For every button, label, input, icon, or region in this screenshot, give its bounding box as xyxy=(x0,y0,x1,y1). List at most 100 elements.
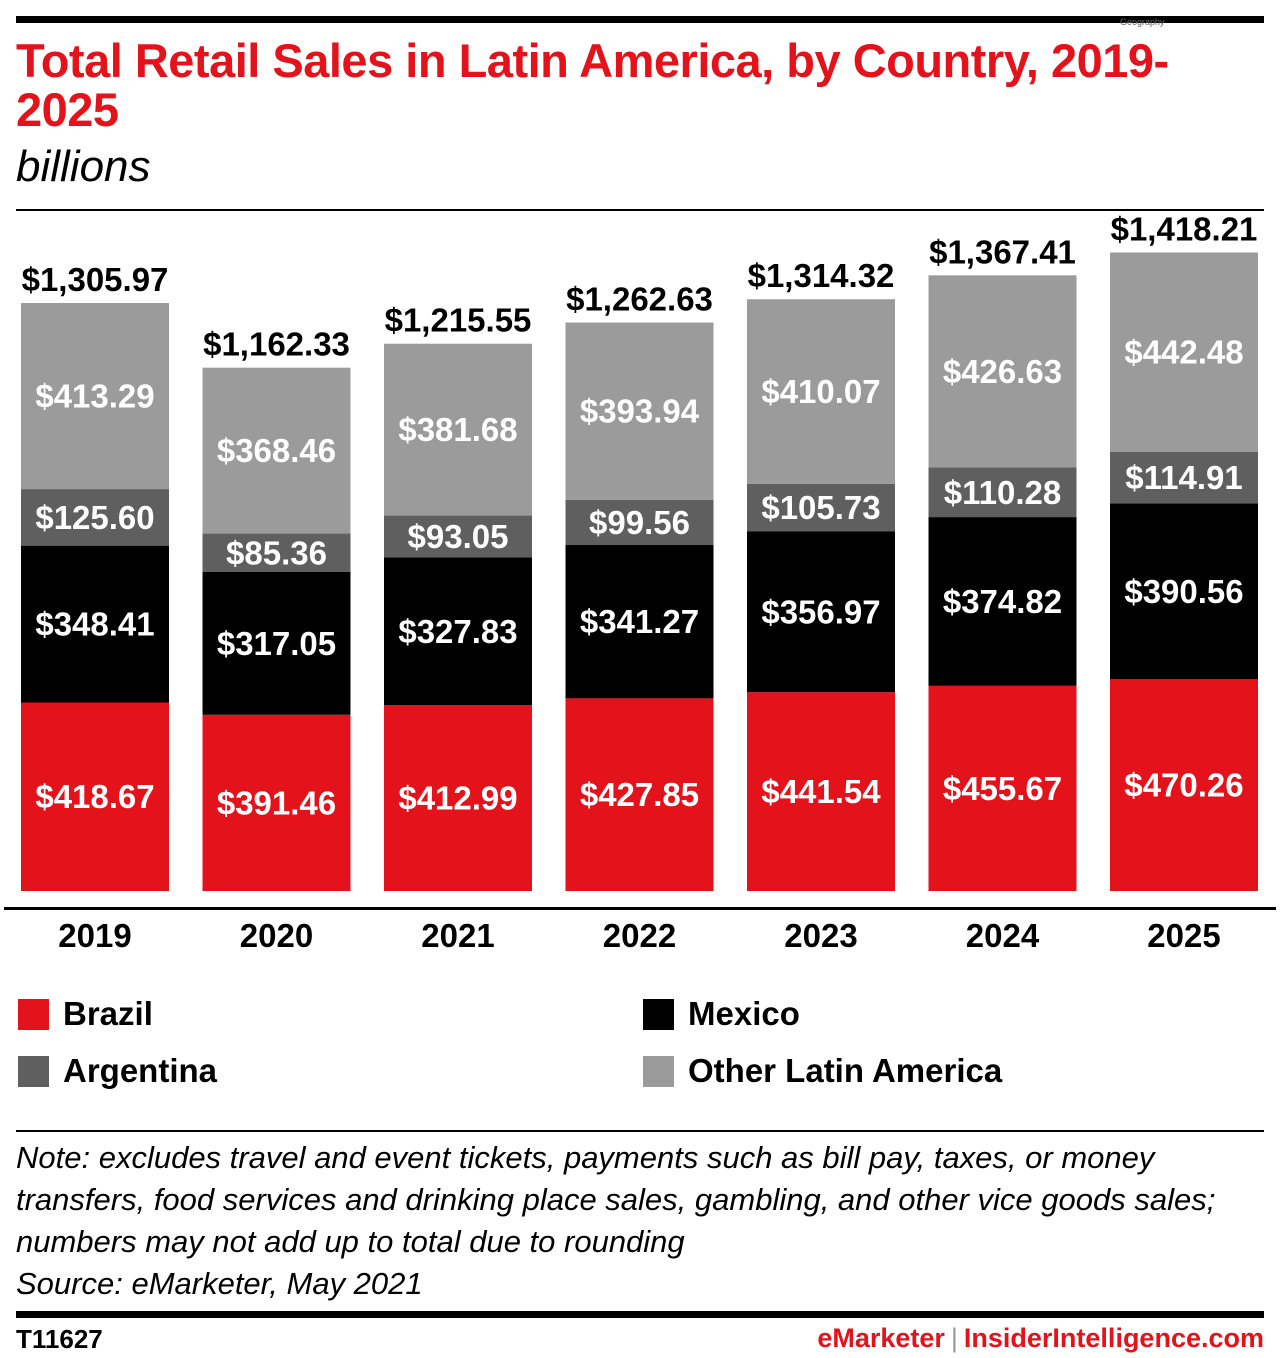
bar-argentina-2020 xyxy=(202,533,351,573)
x-tick-label-2020: 2020 xyxy=(240,917,313,954)
legend-item-argentina: Argentina xyxy=(18,1049,217,1093)
value-label-brazil-2020: $391.46 xyxy=(217,784,336,821)
x-tick-label-2019: 2019 xyxy=(58,917,131,954)
total-label-2021: $1,215.55 xyxy=(385,302,532,339)
x-tick-label-2025: 2025 xyxy=(1147,917,1220,954)
value-label-other-latin-america-2023: $410.07 xyxy=(761,373,880,410)
total-label-2024: $1,367.41 xyxy=(929,233,1076,270)
total-label-2025: $1,418.21 xyxy=(1111,210,1258,247)
legend-label-other-latin-america: Other Latin America xyxy=(688,1052,1003,1089)
bar-brazil-2020 xyxy=(202,714,351,891)
bar-group-2023: $441.54 $356.97 $105.73 $410.07 $1,314.32 202… xyxy=(747,257,895,954)
value-label-brazil-2019: $418.67 xyxy=(35,778,154,815)
bar-brazil-2022 xyxy=(565,698,714,891)
bar-group-2025: $470.26 $390.56 $114.91 $442.48 $1,418.21 202… xyxy=(1110,210,1258,954)
bar-other-latin-america-2019 xyxy=(21,303,169,490)
chart-id: T11627 xyxy=(16,1324,103,1354)
total-label-2022: $1,262.63 xyxy=(566,281,713,318)
value-label-brazil-2024: $455.67 xyxy=(943,770,1062,807)
bar-argentina-2019 xyxy=(21,489,169,546)
bar-brazil-2025 xyxy=(1110,679,1258,891)
value-label-other-latin-america-2021: $381.68 xyxy=(398,411,517,448)
bar-other-latin-america-2020 xyxy=(202,367,351,534)
x-tick-label-2022: 2022 xyxy=(603,917,676,954)
value-label-argentina-2021: $93.05 xyxy=(408,518,509,555)
value-label-brazil-2022: $427.85 xyxy=(580,776,699,813)
chart-subtitle: billions xyxy=(16,142,151,191)
value-label-argentina-2020: $85.36 xyxy=(226,534,327,571)
bar-argentina-2025 xyxy=(1110,451,1258,504)
bar-other-latin-america-2023 xyxy=(747,299,895,484)
bar-group-2020: $391.46 $317.05 $85.36 $368.46 $1,162.33 2020 xyxy=(202,326,351,954)
legend-swatch-argentina xyxy=(18,1055,49,1087)
brand-separator: | xyxy=(950,1323,958,1353)
bar-brazil-2024 xyxy=(928,685,1077,891)
bar-mexico-2022 xyxy=(565,544,714,699)
bar-group-2019: $418.67 $348.41 $125.60 $413.29 $1,305.97 201… xyxy=(21,261,169,954)
value-label-mexico-2024: $374.82 xyxy=(943,583,1062,620)
bar-argentina-2024 xyxy=(928,467,1077,518)
bar-argentina-2021 xyxy=(384,515,532,558)
legend-swatch-other-latin-america xyxy=(643,1055,674,1087)
bar-other-latin-america-2025 xyxy=(1110,252,1258,452)
geography-tag: Geography xyxy=(1120,17,1165,27)
bottom-rule xyxy=(16,1311,1264,1318)
legend: Brazil Mexico Argentina Other Latin Amer… xyxy=(16,992,1264,1102)
value-label-other-latin-america-2019: $413.29 xyxy=(35,378,154,415)
brand: eMarketer | InsiderIntelligence.com xyxy=(817,1323,1264,1354)
source-text: Source: eMarketer, May 2021 xyxy=(16,1266,423,1301)
top-rule xyxy=(16,16,1264,23)
value-label-other-latin-america-2020: $368.46 xyxy=(217,432,336,469)
legend-item-mexico: Mexico xyxy=(643,992,800,1036)
bar-brazil-2021 xyxy=(384,705,532,891)
bar-other-latin-america-2022 xyxy=(565,322,714,500)
x-tick-label-2021: 2021 xyxy=(421,917,494,954)
bar-mexico-2019 xyxy=(21,545,169,703)
value-label-brazil-2023: $441.54 xyxy=(761,773,881,810)
total-label-2020: $1,162.33 xyxy=(203,326,350,363)
legend-label-brazil: Brazil xyxy=(63,995,153,1032)
value-label-argentina-2022: $99.56 xyxy=(589,504,690,541)
note-rule xyxy=(16,1130,1264,1132)
bar-group-2024: $455.67 $374.82 $110.28 $426.63 $1,367.41 202… xyxy=(928,233,1077,954)
value-label-brazil-2021: $412.99 xyxy=(398,780,517,817)
bar-group-2022: $427.85 $341.27 $99.56 $393.94 $1,262.63 2022 xyxy=(565,281,714,954)
value-label-argentina-2023: $105.73 xyxy=(761,489,880,526)
value-label-mexico-2020: $317.05 xyxy=(217,625,336,662)
legend-swatch-mexico xyxy=(643,998,674,1030)
value-label-argentina-2024: $110.28 xyxy=(944,474,1061,511)
chart-title: Total Retail Sales in Latin America, by … xyxy=(16,34,1169,136)
bar-group-2021: $412.99 $327.83 $93.05 $381.68 $1,215.55 2021 xyxy=(384,302,532,954)
brand-emarketer: eMarketer xyxy=(817,1323,945,1353)
value-label-mexico-2025: $390.56 xyxy=(1124,573,1243,610)
legend-swatch-brazil xyxy=(18,998,49,1030)
total-label-2023: $1,314.32 xyxy=(748,257,895,294)
value-label-mexico-2023: $356.97 xyxy=(761,593,880,630)
value-label-other-latin-america-2024: $426.63 xyxy=(943,353,1062,390)
bar-other-latin-america-2021 xyxy=(384,343,532,516)
bar-mexico-2020 xyxy=(202,572,351,715)
footnote: Note: excludes travel and event tickets,… xyxy=(16,1137,1266,1305)
value-label-argentina-2019: $125.60 xyxy=(35,499,154,536)
x-tick-label-2024: 2024 xyxy=(966,917,1040,954)
x-axis-line xyxy=(4,907,1276,910)
bar-mexico-2021 xyxy=(384,557,532,706)
value-label-argentina-2025: $114.91 xyxy=(1125,459,1242,496)
legend-item-brazil: Brazil xyxy=(18,992,153,1036)
value-label-other-latin-america-2025: $442.48 xyxy=(1124,334,1243,371)
bar-argentina-2023 xyxy=(747,483,895,532)
value-label-brazil-2025: $470.26 xyxy=(1124,767,1243,804)
value-label-mexico-2019: $348.41 xyxy=(35,606,154,643)
bar-mexico-2023 xyxy=(747,531,895,693)
legend-label-argentina: Argentina xyxy=(63,1052,218,1089)
brand-insiderintelligence: InsiderIntelligence.com xyxy=(963,1323,1264,1353)
bar-brazil-2019 xyxy=(21,702,169,891)
header-rule xyxy=(16,209,1264,211)
bar-brazil-2023 xyxy=(747,692,895,891)
note-text: Note: excludes travel and event tickets,… xyxy=(16,1140,1216,1259)
value-label-mexico-2021: $327.83 xyxy=(398,613,517,650)
legend-label-mexico: Mexico xyxy=(688,995,800,1032)
value-label-other-latin-america-2022: $393.94 xyxy=(580,393,700,430)
stacked-bar-chart: $418.67 $348.41 $125.60 $413.29 $1,305.97 201… xyxy=(4,210,1276,954)
value-label-mexico-2022: $341.27 xyxy=(580,603,699,640)
